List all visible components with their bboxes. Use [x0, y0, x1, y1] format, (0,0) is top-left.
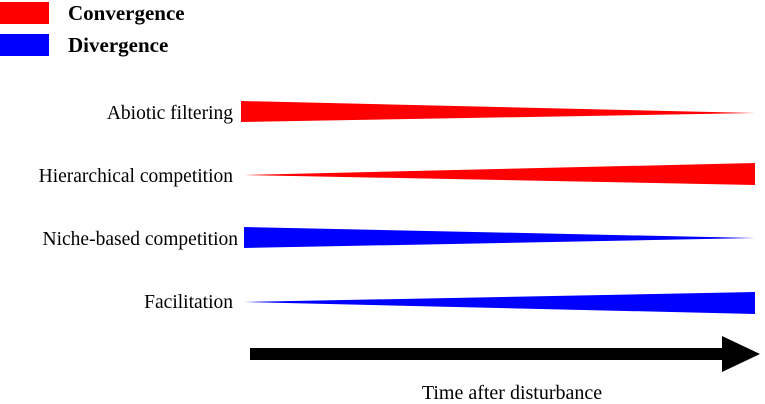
process-row-niche-based-competition: Niche-based competition — [43, 227, 755, 250]
process-label-niche-based-competition: Niche-based competition — [43, 229, 239, 250]
process-row-hierarchical-competition: Hierarchical competition — [39, 163, 755, 187]
process-row-facilitation: Facilitation — [144, 292, 755, 314]
wedge-facilitation — [244, 292, 755, 314]
time-arrow-head — [722, 336, 760, 372]
time-arrow — [250, 336, 760, 372]
wedge-abiotic-filtering — [241, 101, 755, 122]
legend-swatch-convergence — [0, 2, 49, 24]
process-label-hierarchical-competition: Hierarchical competition — [39, 166, 234, 187]
wedge-hierarchical-competition — [244, 163, 755, 185]
time-axis-label: Time after disturbance — [422, 382, 602, 404]
process-label-abiotic-filtering: Abiotic filtering — [107, 103, 233, 124]
wedge-niche-based-competition — [244, 227, 755, 248]
legend-label-divergence: Divergence — [68, 33, 168, 57]
legend: Convergence Divergence — [0, 1, 185, 57]
process-row-abiotic-filtering: Abiotic filtering — [107, 101, 755, 124]
time-arrow-shaft — [250, 348, 730, 360]
process-label-facilitation: Facilitation — [144, 292, 233, 313]
legend-swatch-divergence — [0, 34, 49, 56]
legend-label-convergence: Convergence — [68, 1, 185, 25]
